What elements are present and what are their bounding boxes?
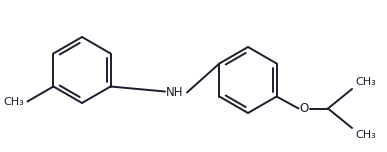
Text: CH₃: CH₃ [355, 77, 376, 87]
Text: O: O [300, 102, 308, 115]
Text: CH₃: CH₃ [355, 130, 376, 140]
Text: CH₃: CH₃ [4, 97, 24, 107]
Text: NH: NH [166, 86, 184, 99]
